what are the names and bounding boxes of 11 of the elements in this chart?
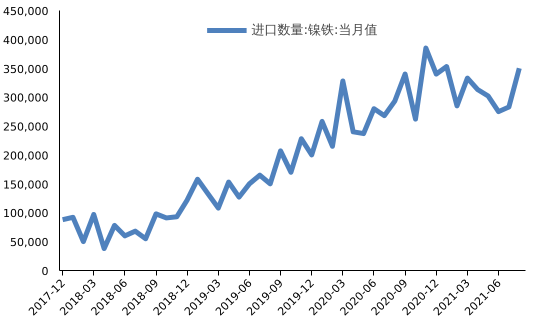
y-tick-label: 300,000 [3, 92, 49, 105]
y-tick-label: 350,000 [3, 62, 49, 76]
y-tick-label: 0 [42, 265, 48, 278]
y-tick-label: 50,000 [10, 236, 49, 250]
y-tick-label: 450,000 [3, 5, 49, 18]
legend-label: 进口数量:镍铁:当月值 [252, 22, 378, 39]
y-tick-label: 250,000 [3, 120, 49, 134]
y-tick-label: 100,000 [3, 207, 49, 220]
y-tick-label: 400,000 [3, 34, 49, 47]
y-tick-label: 150,000 [3, 178, 49, 192]
y-tick-label: 200,000 [3, 149, 49, 162]
